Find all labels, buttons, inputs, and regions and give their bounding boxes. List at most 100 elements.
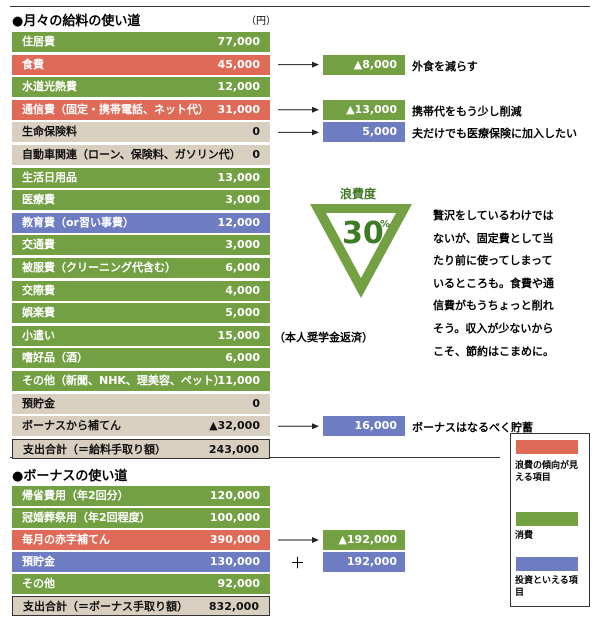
row-label: その他 [22,577,55,590]
change-value: 192,000 [346,555,397,568]
row-amount: 92,000 [217,577,260,590]
row-label: 帰省費用（年2回分） [22,489,129,502]
arrow [278,423,319,430]
row: 娯楽費 5,000 [12,303,270,324]
row-amount: 3,000 [225,238,260,252]
row: 教育費（or習い事費） 12,000 [12,212,270,233]
row-amount: 832,000 [208,600,259,613]
row: 預貯金 0 [12,393,270,414]
row: 嗜好品（酒） 6,000 [12,348,270,369]
legend-swatch [516,557,578,571]
row: 水道光熱費 12,000 [12,77,270,98]
row: 食費 45,000 [12,54,270,75]
row-amount: 6,000 [225,261,260,274]
row: 交際費 4,000 [12,280,270,301]
row: 毎月の赤字補てん 390,000 [12,530,270,550]
section-title: ●月々の給料の使い道 [12,14,141,29]
section-title: ●ボーナスの使い道 [12,469,128,484]
row-label: ボーナスから補てん [22,419,121,433]
legend-label: 消費 [515,531,534,541]
row-amount: 45,000 [217,57,260,71]
waste-comment: いるところも。食費や通 [433,276,554,290]
row-amount: 3,000 [225,193,260,207]
row-label: 預貯金 [22,396,55,410]
change-value: ▲192,000 [338,533,397,546]
arrow [278,129,319,136]
row-label: 支出合計（＝ボーナス手取り額） [23,600,188,613]
row-label: 医療費 [22,193,55,207]
row-label: その他（新聞、NHK、理美容、ペット） [22,374,225,387]
change-value: ▲8,000 [353,57,397,71]
row-amount: 4,000 [225,283,260,297]
waste-comment: こそ、節約はこまめに。 [433,344,554,358]
row-amount: ▲32,000 [209,419,260,433]
arrow [278,61,319,68]
row: 帰省費用（年2回分） 120,000 [12,486,270,506]
note: ボーナスはなるべく貯蓄 [412,421,533,435]
row: 小遣い 15,000 [12,325,270,346]
row-label: 自動車関連（ローン、保険料、ガソリン代） [22,148,241,161]
row-label: 娯楽費 [22,306,55,320]
row-label: 支出合計（＝給料手取り額） [23,442,166,456]
row-label: 預貯金 [22,555,55,568]
row-amount: 120,000 [209,489,260,502]
legend-swatch [516,512,578,526]
waste-comment: 信費がもうちょっと削れ [433,299,554,313]
row: その他 92,000 [12,574,270,594]
row-amount: 0 [252,125,260,139]
row-amount: 77,000 [217,35,260,48]
row: 生命保険料 0 [12,122,270,143]
row: 支出合計（＝ボーナス手取り額） 832,000 [12,596,270,616]
row-amount: 13,000 [217,170,260,184]
waste-comment: そう。収入が少ないから [433,322,554,335]
top-rule [10,6,590,7]
change-box: 5,000 [323,122,405,143]
row: 住居費 77,000 [12,32,270,52]
row-amount: 0 [252,148,260,161]
row-amount: 12,000 [217,80,260,94]
row: 預貯金 130,000 [12,552,270,572]
row: その他（新聞、NHK、理美容、ペット） 11,000 [12,371,270,391]
row-label: 通信費（固定・携帯電話、ネット代） [22,102,209,116]
row-label: 交際費 [22,283,55,297]
aside: （本人奨学金返済） [274,330,373,344]
change-value: 16,000 [354,419,397,433]
row-amount: 11,000 [217,374,260,387]
row: 被服費（クリーニング代含む） 6,000 [12,258,270,278]
row-label: 毎月の赤字補てん [22,533,110,546]
row: 冠婚葬祭用（年2回程度） 100,000 [12,508,270,528]
waste-comment: 贅沢をしているわけでは [433,209,554,222]
row-amount: 130,000 [209,555,260,568]
change-value: 5,000 [362,125,397,139]
operator: ＋ [290,554,306,572]
row-label: 住居費 [22,35,55,48]
row-label: 食費 [22,57,44,71]
row-amount: 12,000 [217,215,260,229]
row-label: 交通費 [22,238,55,252]
row-label: 小遣い [22,328,55,342]
arrow [278,106,319,113]
row: 医療費 3,000 [12,190,270,211]
waste-label: 浪費度 [340,187,377,201]
row-label: 教育費（or習い事費） [22,215,134,229]
row-label: 冠婚葬祭用（年2回程度） [22,511,151,524]
waste-comment: たり前に使ってしまって [433,254,553,268]
row: 自動車関連（ローン、保険料、ガソリン代） 0 [12,145,270,165]
change-box: ▲192,000 [323,530,405,550]
legend-label: 投資といえる項目 [515,576,578,598]
row-label: 嗜好品（酒） [22,351,88,365]
legend-label: 浪費の傾向が見える項目 [515,461,579,483]
legend-swatch [516,440,578,454]
row-label: 生活日用品 [22,170,77,184]
row: 通信費（固定・携帯電話、ネット代） 31,000 [12,99,270,120]
row-amount: 6,000 [225,351,260,365]
row-label: 被服費（クリーニング代含む） [22,261,176,274]
row-amount: 390,000 [209,533,260,546]
change-value: ▲13,000 [346,102,397,116]
row-amount: 0 [252,396,260,410]
row: 交通費 3,000 [12,235,270,256]
arrow [278,537,319,543]
row-amount: 100,000 [209,511,260,524]
row-amount: 5,000 [225,306,260,320]
